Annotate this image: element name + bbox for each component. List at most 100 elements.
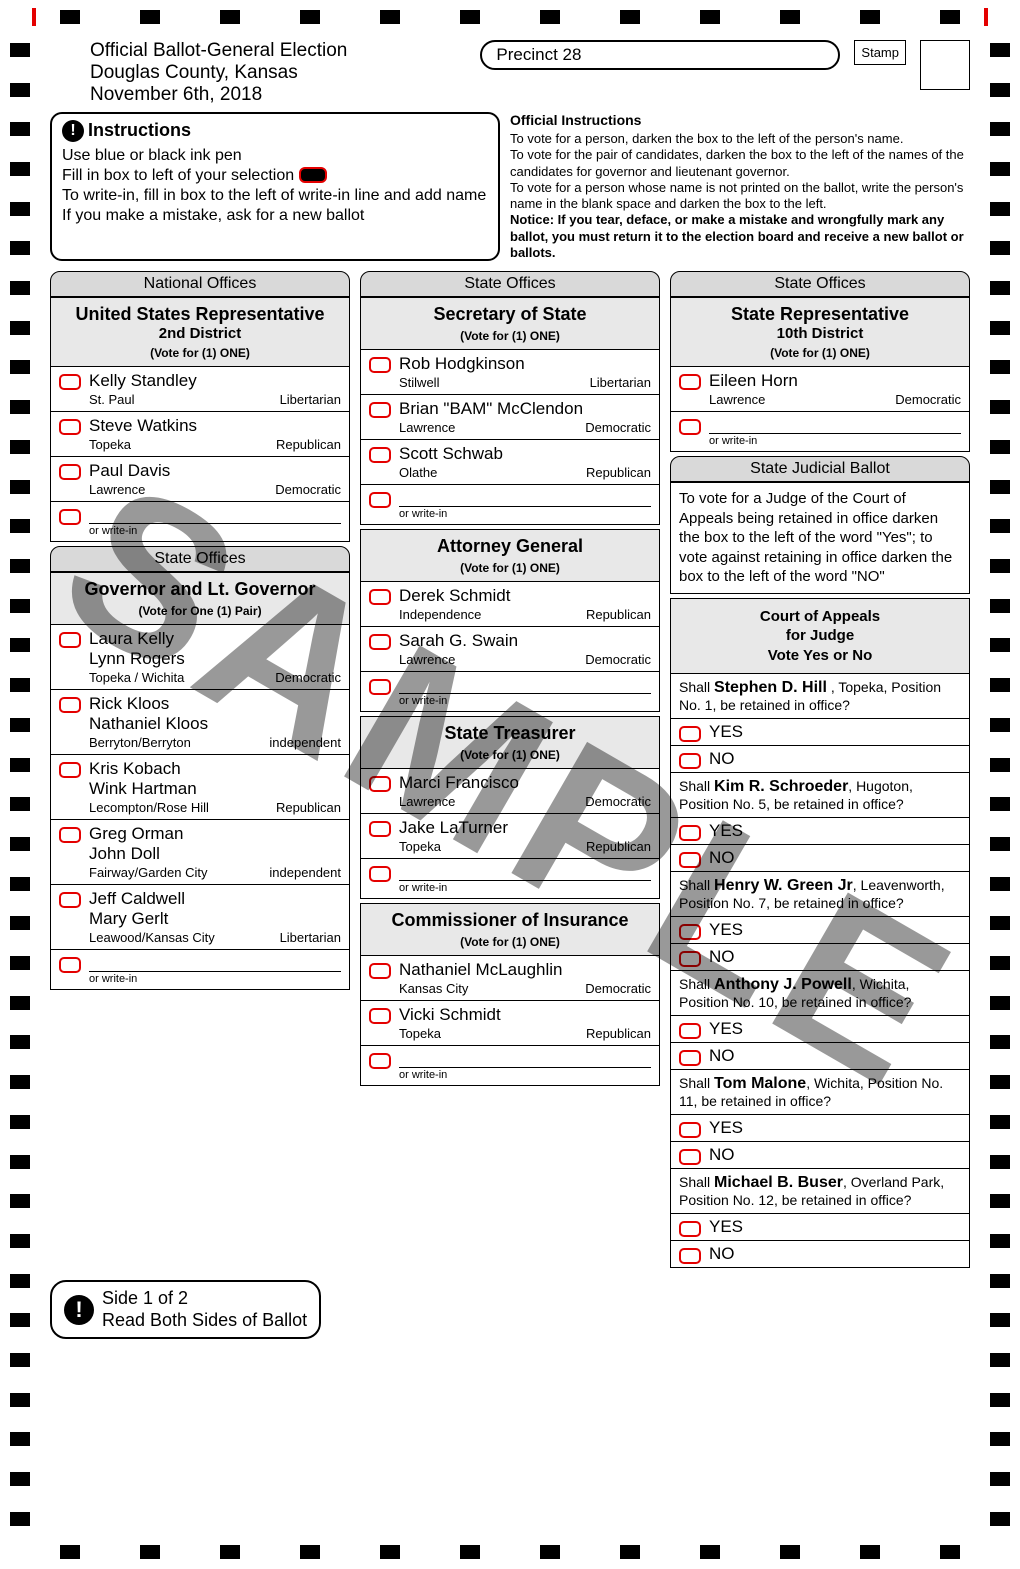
- official-body: To vote for the pair of candidates, dark…: [510, 147, 970, 180]
- write-in-line[interactable]: [399, 1054, 651, 1068]
- candidate-party: Democratic: [585, 794, 651, 809]
- candidate-row: Paul DavisLawrenceDemocratic: [51, 457, 349, 502]
- vote-checkbox[interactable]: [369, 589, 391, 605]
- vote-checkbox[interactable]: [679, 951, 701, 967]
- vote-checkbox[interactable]: [679, 1221, 701, 1237]
- vote-checkbox[interactable]: [679, 852, 701, 868]
- instruction-line: If you make a mistake, ask for a new bal…: [62, 206, 488, 226]
- vote-checkbox[interactable]: [369, 357, 391, 373]
- candidate-party: independent: [269, 735, 341, 750]
- candidate-name: Marci Francisco: [399, 773, 651, 793]
- candidate-party: Republican: [586, 1026, 651, 1041]
- exclaim-icon: !: [62, 120, 84, 142]
- precinct-label: Precinct 28: [480, 40, 840, 70]
- official-title: Official Instructions: [510, 112, 970, 130]
- contest-title: Commissioner of Insurance(Vote for (1) O…: [361, 904, 659, 956]
- vote-checkbox[interactable]: [369, 679, 391, 695]
- candidate-party: Democratic: [275, 670, 341, 685]
- no-row: NO: [670, 845, 970, 872]
- write-in-line[interactable]: [399, 867, 651, 881]
- vote-checkbox[interactable]: [369, 821, 391, 837]
- candidate-name: Laura Kelly: [89, 629, 341, 649]
- candidate-party: independent: [269, 865, 341, 880]
- section-header: National Offices: [50, 271, 350, 297]
- timing-marks-right: [990, 0, 1010, 1569]
- candidate-row: Steve WatkinsTopekaRepublican: [51, 412, 349, 457]
- vote-checkbox[interactable]: [369, 1053, 391, 1069]
- vote-checkbox[interactable]: [369, 963, 391, 979]
- write-in-line[interactable]: [89, 958, 341, 972]
- vote-checkbox[interactable]: [59, 892, 81, 908]
- judge-header: Court of Appealsfor JudgeVote Yes or No: [670, 598, 970, 675]
- write-in-row: or write-in: [671, 412, 969, 451]
- judge-question: Shall Tom Malone, Wichita, Position No. …: [670, 1070, 970, 1115]
- candidate-party: Democratic: [275, 482, 341, 497]
- candidate-party: Republican: [276, 800, 341, 815]
- candidate-name: Brian "BAM" McClendon: [399, 399, 651, 419]
- write-in-line[interactable]: [89, 510, 341, 524]
- instructions-box: !Instructions Use blue or black ink pen …: [50, 112, 500, 262]
- vote-checkbox[interactable]: [369, 776, 391, 792]
- contest-title: United States Representative2nd District…: [51, 298, 349, 367]
- judge-question: Shall Kim R. Schroeder, Hugoton, Positio…: [670, 773, 970, 818]
- judge-question: Shall Stephen D. Hill , Topeka, Position…: [670, 674, 970, 719]
- vote-checkbox[interactable]: [369, 866, 391, 882]
- candidate-row: Rob HodgkinsonStilwellLibertarian: [361, 350, 659, 395]
- vote-checkbox[interactable]: [369, 634, 391, 650]
- vote-checkbox[interactable]: [59, 697, 81, 713]
- vote-checkbox[interactable]: [679, 374, 701, 390]
- section-header: State Offices: [360, 271, 660, 297]
- vote-checkbox[interactable]: [369, 1008, 391, 1024]
- official-instructions: Official Instructions To vote for a pers…: [510, 112, 970, 262]
- instruction-line: Fill in box to left of your selection: [62, 166, 488, 186]
- candidate-row: Kelly StandleySt. PaulLibertarian: [51, 367, 349, 412]
- fill-demo-icon: [299, 167, 327, 183]
- header-line: November 6th, 2018: [90, 84, 466, 106]
- candidate-party: Libertarian: [280, 930, 341, 945]
- vote-checkbox[interactable]: [679, 924, 701, 940]
- vote-checkbox[interactable]: [679, 1149, 701, 1165]
- vote-checkbox[interactable]: [679, 1248, 701, 1264]
- write-in-row: or write-in: [361, 485, 659, 524]
- no-row: NO: [670, 1142, 970, 1169]
- contest: Commissioner of Insurance(Vote for (1) O…: [360, 903, 660, 1086]
- column-1: National OfficesUnited States Representa…: [50, 271, 350, 1268]
- vote-checkbox[interactable]: [679, 753, 701, 769]
- candidate-party: Libertarian: [280, 392, 341, 407]
- write-in-line[interactable]: [399, 493, 651, 507]
- vote-checkbox[interactable]: [59, 762, 81, 778]
- candidate-name: Scott Schwab: [399, 444, 651, 464]
- vote-checkbox[interactable]: [59, 957, 81, 973]
- candidate-name: Derek Schmidt: [399, 586, 651, 606]
- vote-checkbox[interactable]: [59, 509, 81, 525]
- candidate-location: Kansas City: [399, 981, 468, 996]
- candidate-party: Democratic: [895, 392, 961, 407]
- vote-checkbox[interactable]: [679, 825, 701, 841]
- write-in-line[interactable]: [709, 420, 961, 434]
- footer-text: Side 1 of 2 Read Both Sides of Ballot: [102, 1288, 307, 1331]
- vote-checkbox[interactable]: [59, 827, 81, 843]
- judge-question: Shall Henry W. Green Jr, Leavenworth, Po…: [670, 872, 970, 917]
- contest-title: State Treasurer(Vote for (1) ONE): [361, 717, 659, 769]
- vote-checkbox[interactable]: [679, 1023, 701, 1039]
- vote-checkbox[interactable]: [59, 632, 81, 648]
- write-in-row: or write-in: [361, 1046, 659, 1085]
- vote-checkbox[interactable]: [59, 464, 81, 480]
- contest: Attorney General(Vote for (1) ONE)Derek …: [360, 529, 660, 712]
- candidate-row: Nathaniel McLaughlinKansas CityDemocrati…: [361, 956, 659, 1001]
- candidate-row: Jake LaTurnerTopekaRepublican: [361, 814, 659, 859]
- yes-row: YES: [670, 1214, 970, 1241]
- vote-checkbox[interactable]: [679, 419, 701, 435]
- yes-row: YES: [670, 917, 970, 944]
- vote-checkbox[interactable]: [369, 492, 391, 508]
- contest: State Treasurer(Vote for (1) ONE) Marci F…: [360, 716, 660, 899]
- yes-row: YES: [670, 818, 970, 845]
- vote-checkbox[interactable]: [679, 1050, 701, 1066]
- vote-checkbox[interactable]: [679, 1122, 701, 1138]
- write-in-line[interactable]: [399, 680, 651, 694]
- vote-checkbox[interactable]: [59, 374, 81, 390]
- vote-checkbox[interactable]: [369, 402, 391, 418]
- vote-checkbox[interactable]: [59, 419, 81, 435]
- vote-checkbox[interactable]: [369, 447, 391, 463]
- vote-checkbox[interactable]: [679, 726, 701, 742]
